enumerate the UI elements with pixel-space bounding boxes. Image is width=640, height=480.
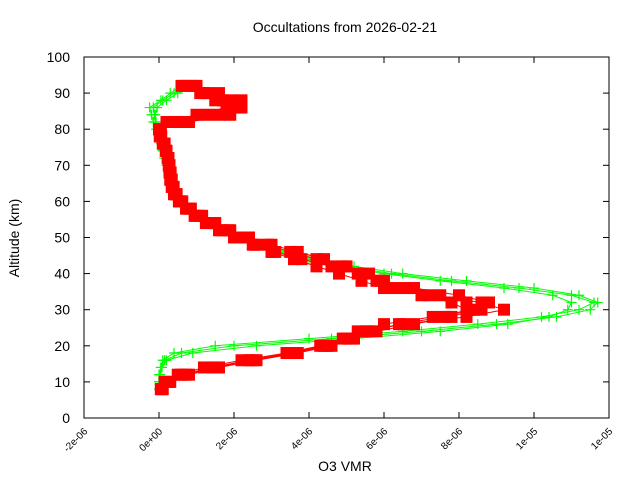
- square-marker: [445, 310, 458, 323]
- square-marker: [209, 94, 222, 107]
- plus-marker: [435, 275, 446, 286]
- square-marker: [246, 354, 259, 367]
- square-marker: [359, 325, 372, 338]
- plus-marker: [251, 340, 262, 351]
- plus-marker: [574, 290, 584, 301]
- series-line: [160, 85, 468, 390]
- square-marker: [175, 79, 188, 92]
- y-axis-label: Altitude (km): [6, 199, 22, 278]
- x-axis-label: O3 VMR: [318, 458, 372, 474]
- square-marker: [318, 253, 330, 266]
- y-tick-label: 90: [54, 85, 70, 101]
- plus-marker: [574, 304, 584, 315]
- x-tick-label: 1e-05: [589, 426, 615, 452]
- y-tick-label: 80: [54, 121, 70, 137]
- square-marker: [321, 339, 334, 352]
- square-marker: [243, 231, 255, 244]
- plus-marker: [544, 311, 554, 322]
- plus-marker: [161, 95, 172, 106]
- x-tick-label: 0e+00: [137, 426, 165, 454]
- square-marker: [209, 361, 222, 374]
- square-marker: [396, 318, 409, 331]
- square-marker: [460, 296, 473, 309]
- y-tick-label: 60: [54, 193, 70, 209]
- plus-marker: [446, 275, 457, 286]
- square-marker: [209, 217, 222, 230]
- x-tick-label: 6e-06: [364, 426, 390, 452]
- square-marker: [340, 260, 353, 273]
- square-marker: [408, 318, 420, 331]
- x-tick-label: 8e-06: [439, 426, 465, 452]
- y-tick-label: 70: [54, 157, 70, 173]
- plus-marker: [499, 283, 509, 294]
- plus-marker: [491, 319, 502, 330]
- y-axis: 0 10 20 30 40 50 60 70 80 90 100: [47, 49, 609, 426]
- y-tick-label: 10: [54, 374, 70, 390]
- plus-marker: [150, 109, 161, 120]
- square-marker: [434, 289, 447, 302]
- plus-marker: [547, 290, 558, 301]
- x-tick-label: 4e-06: [289, 426, 315, 452]
- square-marker: [162, 375, 175, 388]
- plus-marker: [157, 362, 167, 373]
- x-tick-label: 2e-06: [214, 426, 240, 452]
- square-marker: [348, 332, 360, 345]
- y-tick-label: 20: [54, 338, 70, 354]
- square-marker: [196, 209, 209, 222]
- series-green-1: [148, 80, 599, 395]
- plot-series: [144, 79, 603, 396]
- chart-title: Occultations from 2026-02-21: [253, 19, 438, 35]
- plus-marker: [397, 268, 408, 279]
- plus-marker: [514, 283, 524, 294]
- series-line: [154, 85, 573, 390]
- x-axis: -2e-06 0e+00 2e-06 4e-06 6e-06 8e-06 1e-05 1e-0…: [62, 57, 615, 455]
- square-marker: [154, 123, 167, 136]
- series-green-3: [150, 80, 577, 395]
- square-marker: [179, 368, 192, 381]
- plus-marker: [229, 340, 239, 351]
- plus-marker: [416, 326, 427, 337]
- square-marker: [288, 347, 300, 360]
- square-marker: [183, 115, 195, 128]
- y-tick-label: 100: [47, 49, 71, 65]
- plus-marker: [592, 297, 603, 308]
- square-marker: [400, 282, 413, 295]
- square-marker: [291, 245, 304, 258]
- square-marker: [363, 267, 375, 280]
- square-marker: [224, 224, 237, 237]
- square-marker: [370, 325, 383, 338]
- plus-marker: [152, 102, 163, 113]
- series-line: [152, 85, 596, 390]
- plus-marker: [566, 297, 577, 308]
- plus-marker: [187, 348, 198, 359]
- series-red-4: [154, 79, 480, 396]
- y-tick-label: 50: [54, 230, 70, 246]
- plus-marker: [502, 319, 513, 330]
- square-marker: [194, 87, 207, 100]
- plus-marker: [161, 355, 172, 366]
- square-marker: [378, 274, 390, 287]
- plus-marker: [210, 340, 221, 351]
- series-line: [149, 85, 599, 390]
- plus-marker: [585, 304, 596, 315]
- square-marker: [498, 303, 510, 316]
- plus-marker: [435, 326, 446, 337]
- series-green-2: [144, 80, 603, 395]
- x-tick-label: 1e-05: [514, 426, 540, 452]
- y-tick-label: 40: [54, 266, 70, 282]
- y-tick-label: 0: [62, 410, 70, 426]
- square-marker: [423, 289, 435, 302]
- x-tick-label: -2e-06: [62, 426, 91, 455]
- plus-marker: [562, 304, 573, 315]
- square-marker: [265, 238, 278, 251]
- square-marker: [389, 282, 402, 295]
- plus-marker: [529, 283, 539, 294]
- square-marker: [213, 108, 225, 121]
- y-tick-label: 30: [54, 302, 70, 318]
- square-marker: [231, 101, 244, 114]
